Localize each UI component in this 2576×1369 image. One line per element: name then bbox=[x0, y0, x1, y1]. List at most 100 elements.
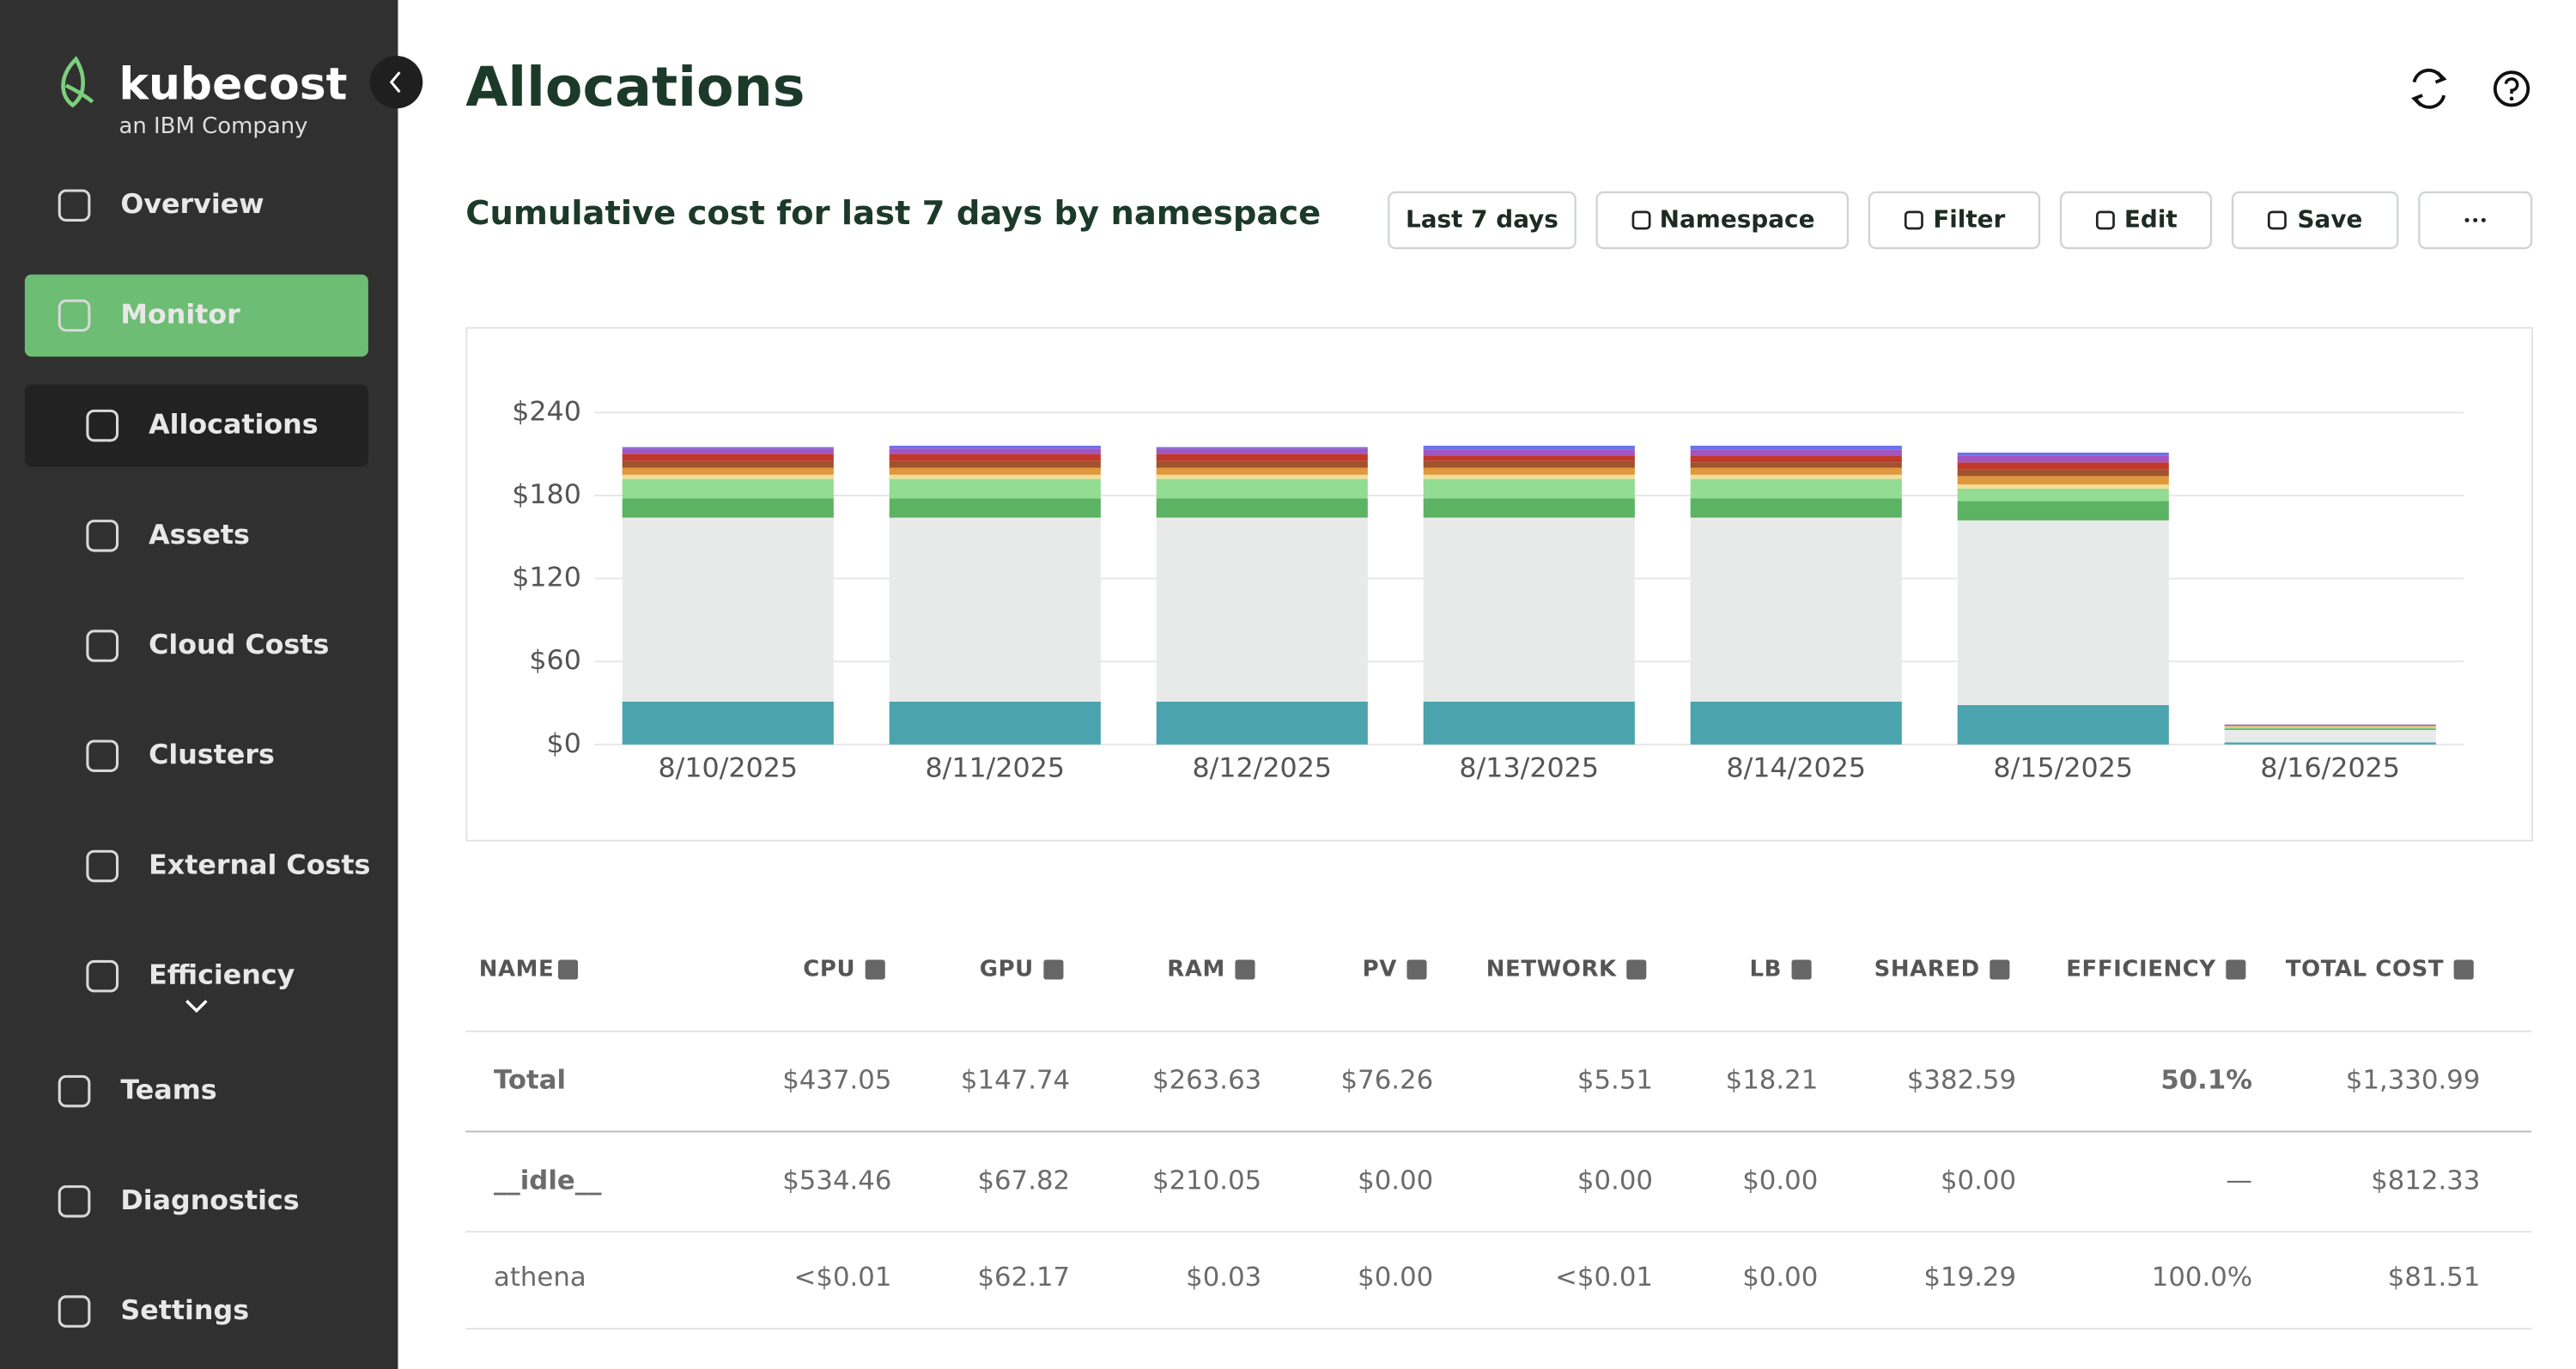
bar-segment[interactable] bbox=[1156, 474, 1368, 479]
bar-segment[interactable] bbox=[1156, 517, 1368, 702]
bar-segment[interactable] bbox=[1690, 701, 1902, 745]
bar-segment[interactable] bbox=[1156, 453, 1368, 461]
bar-segment[interactable] bbox=[889, 453, 1101, 461]
bar-segment[interactable] bbox=[1690, 455, 1902, 463]
bar-segment[interactable] bbox=[1957, 488, 2169, 502]
nav-icon bbox=[58, 1185, 91, 1218]
nav-item[interactable]: Clusters bbox=[149, 739, 275, 770]
bar-segment[interactable] bbox=[1156, 460, 1368, 468]
bar-segment[interactable] bbox=[1690, 467, 1902, 475]
column-header[interactable]: GPU bbox=[980, 957, 1034, 983]
bar-segment[interactable] bbox=[622, 453, 834, 461]
bar-segment[interactable] bbox=[1957, 704, 2169, 745]
column-header[interactable]: PV bbox=[1363, 957, 1397, 983]
nav-item[interactable]: Settings bbox=[120, 1295, 249, 1326]
bar-segment[interactable] bbox=[1156, 467, 1368, 475]
collapse-button[interactable] bbox=[369, 56, 423, 109]
bar-segment[interactable] bbox=[1156, 498, 1368, 518]
toolbar-button[interactable] bbox=[1868, 191, 2041, 250]
toolbar-button[interactable] bbox=[2231, 191, 2399, 250]
bar-segment[interactable] bbox=[622, 701, 834, 745]
bar-segment[interactable] bbox=[1423, 478, 1635, 499]
column-header[interactable]: NETWORK bbox=[1486, 957, 1617, 983]
nav-item[interactable]: Diagnostics bbox=[120, 1185, 299, 1216]
nav-item[interactable]: Cloud Costs bbox=[149, 630, 329, 660]
bar-segment[interactable] bbox=[622, 448, 834, 454]
bar-segment[interactable] bbox=[1423, 455, 1635, 461]
bar-segment[interactable] bbox=[622, 460, 834, 468]
bar-segment[interactable] bbox=[1423, 449, 1635, 456]
toolbar-button[interactable] bbox=[1388, 191, 1577, 250]
bar-segment[interactable] bbox=[622, 498, 834, 518]
bar-segment[interactable] bbox=[1957, 501, 2169, 520]
column-header[interactable]: SHARED bbox=[1874, 957, 1980, 983]
bar-segment[interactable] bbox=[2224, 742, 2436, 745]
bar-segment[interactable] bbox=[889, 517, 1101, 702]
nav-selected[interactable] bbox=[24, 384, 368, 467]
bar-segment[interactable] bbox=[622, 478, 834, 499]
bar-segment[interactable] bbox=[1156, 701, 1368, 745]
bar-segment[interactable] bbox=[2224, 726, 2436, 727]
bar-segment[interactable] bbox=[1690, 498, 1902, 518]
row-name[interactable]: __idle__ bbox=[494, 1165, 602, 1196]
bar-segment[interactable] bbox=[1423, 460, 1635, 468]
bar-segment[interactable] bbox=[1156, 448, 1368, 454]
bar-segment[interactable] bbox=[1156, 447, 1368, 449]
bar-segment[interactable] bbox=[889, 448, 1101, 454]
bar-segment[interactable] bbox=[1957, 520, 2169, 705]
bar-segment[interactable] bbox=[622, 517, 834, 702]
column-header[interactable]: RAM bbox=[1167, 957, 1225, 983]
bar-segment[interactable] bbox=[1957, 462, 2169, 470]
toolbar-button[interactable] bbox=[2059, 191, 2213, 250]
bar-segment[interactable] bbox=[889, 498, 1101, 518]
row-name[interactable]: athena bbox=[494, 1263, 586, 1293]
bar-segment[interactable] bbox=[622, 467, 834, 475]
bar-segment[interactable] bbox=[1156, 478, 1368, 499]
bar-segment[interactable] bbox=[889, 467, 1101, 475]
bar-segment[interactable] bbox=[1690, 517, 1902, 702]
button-label: Filter bbox=[1933, 204, 2005, 233]
bar-segment[interactable] bbox=[622, 447, 834, 449]
nav-item[interactable]: Allocations bbox=[149, 410, 319, 441]
bar-segment[interactable] bbox=[1957, 469, 2169, 477]
bar-segment[interactable] bbox=[1423, 445, 1635, 450]
bar-segment[interactable] bbox=[1690, 474, 1902, 479]
bar-segment[interactable] bbox=[1690, 449, 1902, 456]
bar-segment[interactable] bbox=[889, 460, 1101, 468]
bar-segment[interactable] bbox=[1423, 498, 1635, 518]
bar-segment[interactable] bbox=[2224, 727, 2436, 729]
bar-segment[interactable] bbox=[1957, 455, 2169, 463]
bar-segment[interactable] bbox=[889, 478, 1101, 499]
refresh-icon[interactable] bbox=[2411, 68, 2447, 109]
column-header[interactable]: NAME bbox=[479, 957, 555, 983]
bar-segment[interactable] bbox=[1423, 474, 1635, 479]
help-icon[interactable] bbox=[2493, 70, 2530, 107]
bar-segment[interactable] bbox=[1690, 478, 1902, 499]
column-header[interactable]: LB bbox=[1750, 957, 1782, 983]
bar-segment[interactable] bbox=[1423, 517, 1635, 702]
bar-segment[interactable] bbox=[1690, 445, 1902, 450]
bar-segment[interactable] bbox=[889, 701, 1101, 745]
bar-segment[interactable] bbox=[889, 474, 1101, 479]
nav-item[interactable]: Teams bbox=[120, 1075, 216, 1106]
column-header[interactable]: EFFICIENCY bbox=[2066, 957, 2216, 983]
bar-segment[interactable] bbox=[2224, 729, 2436, 743]
nav-item[interactable]: Efficiency bbox=[149, 960, 295, 991]
nav-active[interactable] bbox=[24, 274, 368, 357]
bar-segment[interactable] bbox=[1957, 484, 2169, 489]
toolbar-button[interactable] bbox=[1595, 191, 1850, 250]
bar-segment[interactable] bbox=[2224, 728, 2436, 730]
bar-segment[interactable] bbox=[1423, 467, 1635, 475]
bar-segment[interactable] bbox=[1423, 701, 1635, 745]
nav-item[interactable]: External Costs bbox=[149, 849, 370, 880]
bar-segment[interactable] bbox=[622, 474, 834, 479]
bar-segment[interactable] bbox=[1957, 476, 2169, 485]
column-header[interactable]: TOTAL COST bbox=[2286, 957, 2444, 983]
bar-segment[interactable] bbox=[1957, 453, 2169, 456]
nav-item[interactable]: Overview bbox=[120, 189, 264, 220]
nav-item[interactable]: Monitor bbox=[120, 299, 240, 330]
nav-item[interactable]: Assets bbox=[149, 520, 250, 551]
column-header[interactable]: CPU bbox=[803, 957, 855, 983]
bar-segment[interactable] bbox=[889, 445, 1101, 449]
bar-segment[interactable] bbox=[1690, 462, 1902, 468]
